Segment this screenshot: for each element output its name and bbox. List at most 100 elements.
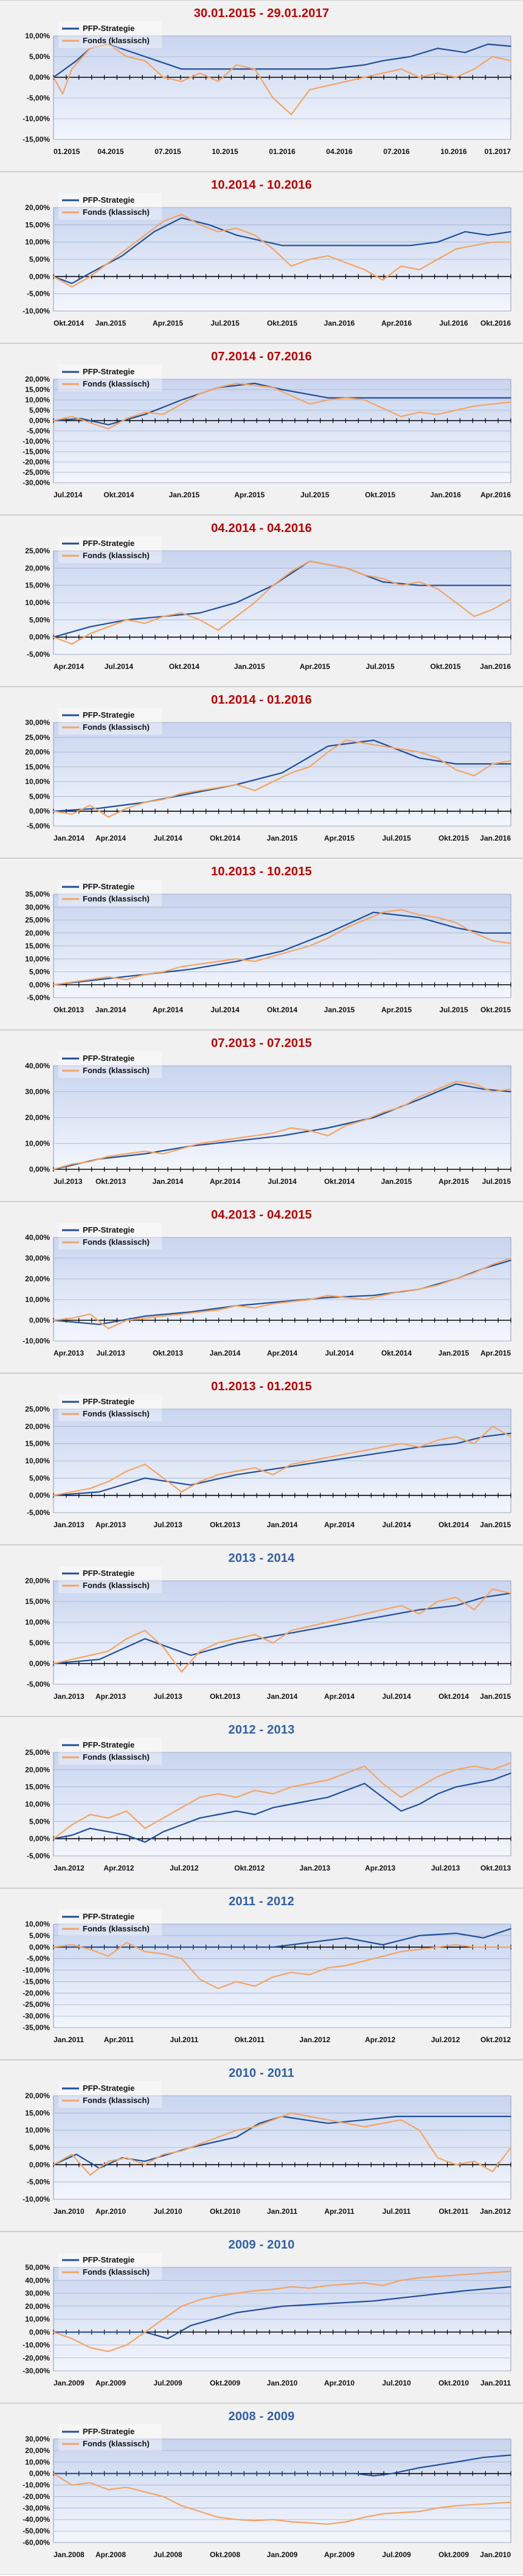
y-tick-label: 30,00% <box>25 718 50 727</box>
x-tick-label: Okt.2015 <box>480 1006 511 1014</box>
data-point <box>181 1314 182 1315</box>
line-chart: 20,00%15,00%10,00%5,00%0,00%-5,00%-10,00… <box>23 365 511 499</box>
data-point <box>382 60 384 61</box>
data-point <box>418 1935 420 1936</box>
y-tick-label: 15,00% <box>25 385 50 394</box>
data-point <box>71 981 72 983</box>
data-point <box>345 397 347 399</box>
data-point <box>236 1946 237 1948</box>
data-point <box>282 772 283 774</box>
data-point <box>510 2502 511 2503</box>
data-point <box>53 77 54 78</box>
legend-label: Fonds (klassisch) <box>83 1924 150 1933</box>
data-point <box>309 1974 310 1975</box>
data-point <box>236 228 237 229</box>
data-point <box>455 2164 457 2166</box>
y-tick-label: 5,00% <box>29 615 50 624</box>
data-point <box>373 1117 375 1118</box>
data-point <box>144 2160 146 2162</box>
x-tick-label: Okt.2014 <box>103 491 134 499</box>
data-point <box>162 77 164 78</box>
line-chart: 10,00% 5,00% 0,00% -5,00% -10,00% -15,00% 01.2… <box>23 21 511 156</box>
data-point <box>272 584 274 586</box>
line-chart: 50,00% 40,00% 30,00% 20,00% 10,00% 0,00% -10,0… <box>23 2253 511 2387</box>
data-point <box>291 2521 292 2522</box>
data-point <box>254 383 255 384</box>
data-point <box>382 1796 384 1798</box>
data-point <box>442 2116 443 2117</box>
data-point <box>437 72 438 74</box>
data-point <box>465 397 466 399</box>
x-tick-label: Okt.2013 <box>210 1521 240 1529</box>
data-point <box>89 47 91 49</box>
data-point <box>89 422 91 424</box>
data-point <box>272 1132 274 1134</box>
y-tick-label: 20,00% <box>25 2446 50 2455</box>
data-point <box>510 1773 511 1774</box>
data-point <box>71 1824 72 1825</box>
data-point <box>364 2126 365 2127</box>
data-point <box>99 979 100 981</box>
chart-title: 2012 - 2013 <box>228 1723 295 1737</box>
legend-label: PFP-Strategie <box>83 1225 134 1234</box>
legend-label: Fonds (klassisch) <box>83 723 150 732</box>
data-point <box>474 775 475 777</box>
x-tick-label: Apr.2009 <box>324 2550 355 2559</box>
y-tick-label: -25,00% <box>23 468 50 477</box>
y-tick-label: 10,00% <box>25 598 50 607</box>
legend <box>58 365 162 391</box>
data-point <box>455 1786 457 1788</box>
data-point <box>474 2273 475 2275</box>
chart-panel: 01.2013 - 01.2015 25,00% 20,00% 15,00% 10,00… <box>0 1373 523 1545</box>
data-point <box>272 1976 274 1978</box>
data-point <box>492 2502 493 2504</box>
data-point <box>162 1831 164 1833</box>
data-point <box>455 1443 457 1444</box>
x-tick-label: Okt.2013 <box>54 1006 84 1014</box>
series-line-fonds <box>53 1942 511 1989</box>
y-tick-label: -10,00% <box>23 307 50 315</box>
legend-label: PFP-Strategie <box>83 882 134 891</box>
data-point <box>282 1467 283 1469</box>
data-point <box>167 2338 168 2339</box>
data-point <box>190 968 192 970</box>
data-point <box>327 397 328 399</box>
data-point <box>53 636 54 638</box>
y-tick-label: 5,00% <box>29 1931 50 1940</box>
data-point <box>89 272 91 274</box>
data-point <box>217 231 219 233</box>
legend <box>58 1395 162 1421</box>
y-tick-label: 40,00% <box>25 1062 50 1070</box>
data-point <box>309 2287 310 2289</box>
data-point <box>254 961 255 962</box>
data-point <box>89 1488 91 1489</box>
chart-panel: 2010 - 2011 20,00% 15,00% 10,00% 5,00% 0,00% -… <box>0 2060 523 2231</box>
line-chart: 20,00%15,00%10,00%5,00%0,00%-5,00%-10,00… <box>23 193 511 327</box>
data-point <box>373 1453 375 1455</box>
data-point <box>272 1793 274 1794</box>
x-tick-label: Jan.2014 <box>210 1349 241 1357</box>
data-point <box>382 2513 384 2515</box>
data-point <box>309 1130 310 1132</box>
data-point <box>418 2277 420 2278</box>
x-tick-label: Apr.2014 <box>324 1692 355 1701</box>
data-point <box>510 1436 511 1438</box>
data-point <box>327 1127 328 1129</box>
y-tick-label: 5,00% <box>29 52 50 61</box>
data-point <box>455 2274 457 2276</box>
data-point <box>418 581 420 583</box>
data-point <box>71 1491 72 1493</box>
data-point <box>455 1436 457 1438</box>
data-point <box>71 813 72 815</box>
data-point <box>282 1135 283 1136</box>
data-point <box>437 414 438 415</box>
data-point <box>199 789 201 791</box>
data-point <box>181 2505 182 2507</box>
data-point <box>382 2123 384 2124</box>
data-point <box>272 956 274 957</box>
data-point <box>455 1769 457 1771</box>
data-point <box>465 52 466 53</box>
x-tick-label: Jul.2015 <box>210 319 240 327</box>
legend-label: Fonds (klassisch) <box>83 2267 150 2277</box>
data-point <box>254 234 255 236</box>
